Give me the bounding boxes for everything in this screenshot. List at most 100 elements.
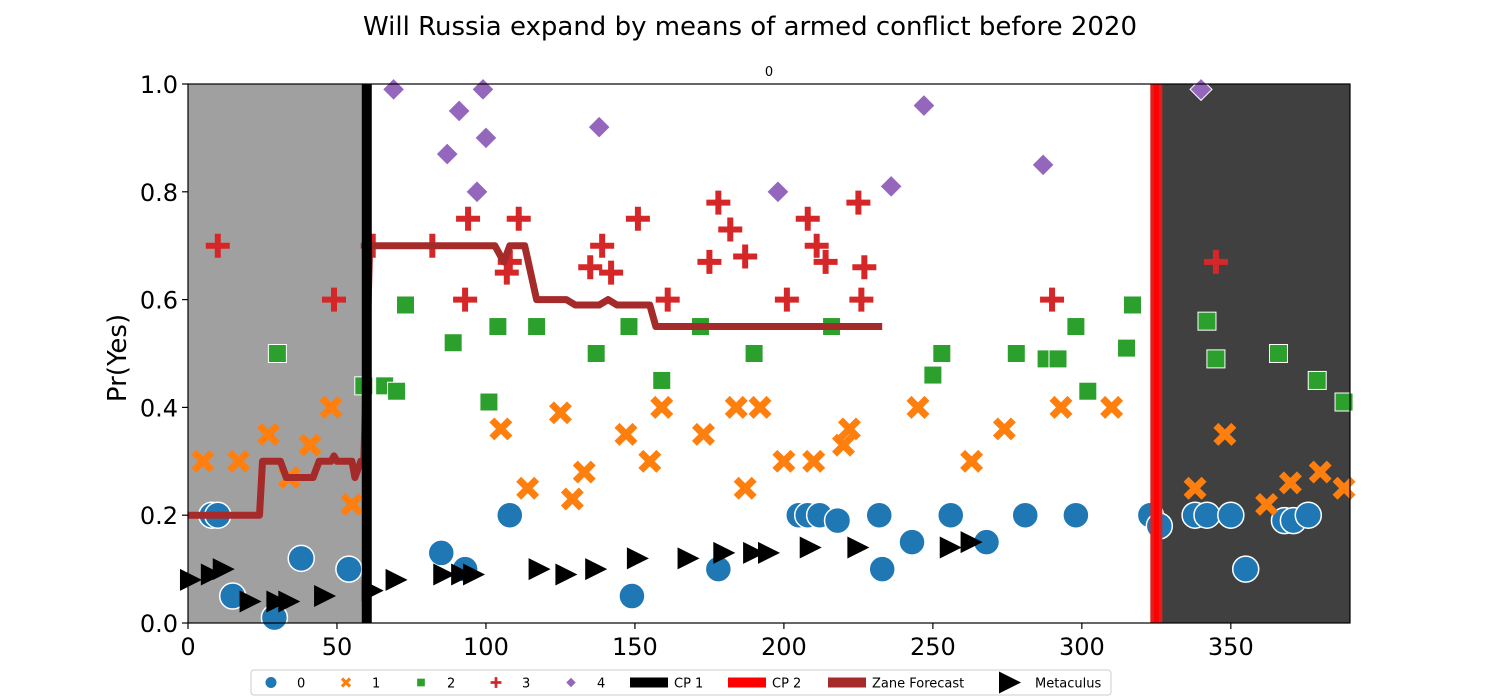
series-4-point-6: [587, 115, 611, 139]
series-2-point-21: [1078, 381, 1098, 401]
legend-label-8: Metaculus: [1035, 677, 1102, 692]
metaculus-point-12: [528, 558, 551, 581]
metaculus-point-5: [278, 590, 301, 613]
y-tick-label-0.6: 0.6: [140, 287, 178, 315]
legend-entry-6: CP 2: [728, 677, 801, 692]
legend-entry-4: 4: [565, 677, 605, 692]
series-3-point-20: [804, 233, 829, 258]
legend-label-3: 3: [522, 677, 530, 692]
series-0-point-21: [1062, 501, 1090, 529]
series-4: [381, 77, 1213, 204]
series-1-point-21: [832, 433, 855, 457]
series-1-point-9: [548, 401, 572, 425]
series-3-point-17: [733, 244, 758, 269]
series-2-point-23: [1122, 295, 1142, 315]
legend-entry-8: Metaculus: [999, 671, 1102, 694]
series-2-point-7: [488, 317, 508, 337]
series-2-point-4: [396, 295, 416, 315]
series-2-point-6: [479, 392, 499, 412]
series-1-point-31: [1278, 471, 1302, 495]
series-1-point-22: [837, 417, 861, 441]
series-2-point-17: [1006, 344, 1026, 363]
legend-label-4: 4: [597, 677, 605, 692]
series-3-point-23: [849, 287, 874, 312]
legend-box: [250, 669, 1112, 696]
series-0-point-30: [1294, 501, 1323, 529]
x-tick-label-200: 200: [761, 633, 807, 661]
series-4-point-0: [381, 77, 406, 102]
series-1-point-4: [298, 433, 322, 457]
series-0-point-6: [427, 539, 456, 567]
legend-label-2: 2: [447, 677, 455, 692]
series-1-point-17: [733, 476, 757, 500]
legend-entry-7: Zane Forecast: [828, 677, 964, 692]
y-tick-label-0.4: 0.4: [140, 394, 178, 422]
legend-marker-0: [264, 676, 278, 689]
metaculus-point-3: [239, 590, 262, 613]
legend-entry-1: 1: [340, 677, 380, 692]
series-1-point-13: [638, 449, 662, 473]
series-1-point-32: [1308, 460, 1332, 484]
series-metaculus: [179, 531, 983, 613]
legend-entry-5: CP 1: [630, 677, 703, 692]
metaculus-point-13: [555, 563, 578, 586]
series-4-point-8: [879, 174, 903, 199]
series-1-point-12: [614, 422, 638, 446]
y-tick-label-1: 1.0: [140, 71, 178, 99]
legend-swatch-5: [630, 677, 668, 688]
series-2-point-10: [619, 317, 639, 337]
series-0-point-15: [865, 501, 893, 529]
series-3: [205, 190, 1228, 312]
series-1-point-0: [191, 449, 215, 473]
series-0-point-18: [936, 501, 965, 529]
x-tick-label-100: 100: [463, 633, 509, 661]
series-0-point-20: [1011, 501, 1039, 529]
x-tick-label-250: 250: [910, 633, 956, 661]
series-2-point-25: [1206, 349, 1226, 369]
series-4-point-4: [471, 77, 495, 102]
series-2-point-0: [267, 344, 287, 363]
cp1-line: [361, 84, 372, 623]
series-4-point-5: [474, 126, 498, 150]
y-tick-label-0: 0.0: [140, 610, 178, 638]
series-3-point-4: [453, 287, 478, 312]
series-1-point-28: [1183, 476, 1207, 500]
series-1-point-8: [516, 476, 540, 500]
legend-entry-2: 2: [416, 677, 455, 692]
series-1-point-24: [960, 449, 984, 473]
series-1-point-19: [772, 449, 796, 473]
chart-subtitle: 0: [765, 65, 773, 80]
metaculus-point-20: [799, 536, 822, 559]
series-3-point-22: [846, 190, 871, 215]
series-3-point-25: [1040, 287, 1065, 312]
legend-marker-3: [490, 677, 502, 688]
series-2-point-15: [923, 365, 943, 385]
series-2-point-20: [1066, 317, 1086, 337]
series-3-point-21: [813, 249, 838, 274]
legend-label-7: Zane Forecast: [872, 677, 964, 692]
series-2-point-19: [1048, 349, 1068, 369]
metaculus-point-6: [314, 585, 337, 608]
series-1-point-16: [724, 395, 748, 419]
metaculus-point-22: [939, 536, 962, 559]
legend-label-5: CP 1: [674, 677, 703, 692]
series-2-point-22: [1117, 338, 1137, 358]
metaculus-point-9: [433, 563, 456, 586]
series-1-point-6: [340, 492, 364, 516]
series-2-point-11: [652, 370, 672, 390]
series-1-point-7: [489, 417, 513, 441]
legend-marker-4: [565, 677, 577, 688]
x-tick-label-0: 0: [180, 633, 195, 661]
series-0-point-14: [823, 506, 852, 535]
shaded-region-2: [1156, 84, 1350, 623]
y-axis-label: Pr(Yes): [103, 314, 133, 402]
series-1-point-30: [1255, 492, 1279, 516]
series-2-point-13: [744, 344, 764, 363]
series-1-point-18: [748, 395, 772, 419]
series-3-point-18: [774, 287, 799, 312]
metaculus-point-10: [451, 563, 474, 586]
series-1-point-20: [802, 449, 826, 473]
series-3-point-13: [655, 287, 680, 312]
series-3-point-8: [506, 206, 531, 231]
series-1-point-11: [572, 460, 596, 484]
